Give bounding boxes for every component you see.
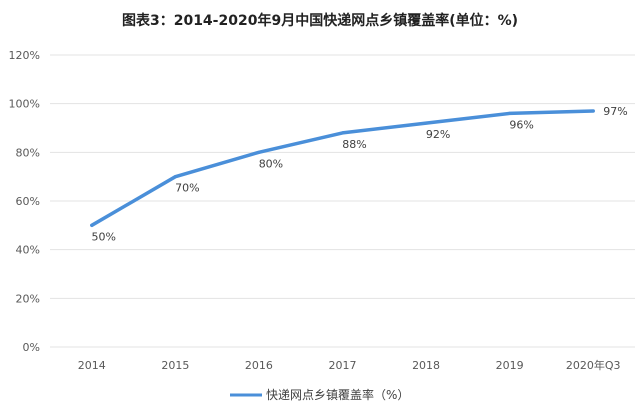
x-tick-label: 2018 bbox=[412, 359, 440, 372]
data-label: 96% bbox=[509, 118, 533, 131]
data-point bbox=[257, 150, 261, 154]
data-point bbox=[90, 223, 94, 227]
data-label: 88% bbox=[342, 138, 366, 151]
legend-label: 快递网点乡镇覆盖率（%） bbox=[266, 387, 409, 402]
data-point bbox=[424, 121, 428, 125]
y-tick-label: 0% bbox=[23, 341, 40, 354]
x-tick-label: 2016 bbox=[245, 359, 273, 372]
series-lines bbox=[90, 109, 595, 228]
data-label: 80% bbox=[259, 157, 283, 170]
y-tick-label: 40% bbox=[16, 244, 40, 257]
y-tick-label: 100% bbox=[9, 98, 40, 111]
x-tick-label: 2020年Q3 bbox=[566, 358, 621, 372]
data-label: 97% bbox=[603, 105, 627, 118]
x-tick-label: 2014 bbox=[78, 359, 106, 372]
data-point bbox=[508, 111, 512, 115]
y-tick-label: 20% bbox=[16, 292, 40, 305]
y-tick-label: 120% bbox=[9, 49, 40, 62]
data-point bbox=[591, 109, 595, 113]
x-tick-label: 2017 bbox=[329, 359, 357, 372]
x-tick-label: 2015 bbox=[161, 359, 189, 372]
y-tick-label: 80% bbox=[16, 146, 40, 159]
y-axis-ticks: 0% 20% 40% 60% 80% 100% 120% bbox=[9, 49, 40, 354]
data-label: 50% bbox=[92, 230, 116, 243]
gridlines bbox=[50, 54, 635, 348]
x-tick-label: 2019 bbox=[496, 359, 524, 372]
data-label: 70% bbox=[175, 182, 199, 195]
x-axis-ticks: 2014 2015 2016 2017 2018 2019 2020年Q3 bbox=[78, 358, 621, 372]
data-point bbox=[173, 175, 177, 179]
data-labels: 50% 70% 80% 88% 92% 96% 97% bbox=[92, 105, 628, 243]
y-tick-label: 60% bbox=[16, 195, 40, 208]
chart-title: 图表3：2014-2020年9月中国快递网点乡镇覆盖率(单位：%) bbox=[121, 13, 519, 29]
legend: 快递网点乡镇覆盖率（%） bbox=[230, 387, 409, 402]
data-label: 92% bbox=[426, 128, 450, 141]
data-point bbox=[341, 131, 344, 135]
